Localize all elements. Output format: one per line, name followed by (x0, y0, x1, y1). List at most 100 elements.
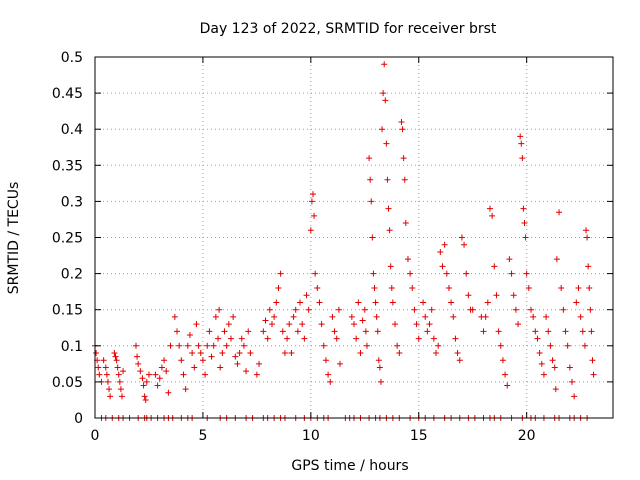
data-point (401, 176, 408, 183)
data-point (523, 270, 530, 277)
data-point (383, 140, 390, 147)
data-point (411, 306, 418, 313)
data-point (508, 270, 515, 277)
data-point (368, 198, 375, 205)
data-point (372, 299, 379, 306)
data-point (140, 382, 147, 389)
y-tick-label: 0.3 (61, 194, 83, 210)
data-point (590, 371, 597, 378)
data-point (312, 270, 319, 277)
chart-title: Day 123 of 2022, SRMTID for receiver brs… (200, 21, 497, 37)
data-point (363, 342, 370, 349)
data-point (361, 306, 368, 313)
data-point (137, 368, 144, 375)
data-point (357, 350, 364, 357)
data-point (171, 313, 178, 320)
data-point (469, 306, 476, 313)
data-point (452, 335, 459, 342)
data-point (522, 234, 529, 241)
data-point (156, 375, 163, 382)
data-point (549, 357, 556, 364)
data-point (583, 227, 590, 234)
data-point (450, 313, 457, 320)
data-point (114, 364, 121, 371)
data-point (560, 306, 567, 313)
data-point (435, 342, 442, 349)
data-point (536, 350, 543, 357)
data-point (353, 335, 360, 342)
data-point (521, 220, 528, 227)
data-point (445, 285, 452, 292)
data-point (382, 97, 389, 104)
data-point (381, 61, 388, 68)
data-point (327, 378, 334, 385)
data-point (316, 299, 323, 306)
data-point (502, 371, 509, 378)
data-point (433, 350, 440, 357)
data-point (290, 313, 297, 320)
data-point (262, 317, 269, 324)
data-point (142, 396, 149, 403)
data-point (307, 227, 314, 234)
data-point (208, 353, 215, 360)
data-point (212, 313, 219, 320)
data-point (510, 292, 517, 299)
data-point (392, 321, 399, 328)
data-point (178, 357, 185, 364)
data-point (376, 364, 383, 371)
data-point (584, 234, 591, 241)
data-point (232, 353, 239, 360)
data-point (530, 313, 537, 320)
data-point (384, 176, 391, 183)
data-point (303, 292, 310, 299)
data-point (275, 285, 282, 292)
data-point (93, 350, 100, 357)
data-point (458, 234, 465, 241)
data-point (486, 205, 493, 212)
data-point (286, 321, 293, 328)
data-point (266, 306, 273, 313)
data-point (396, 350, 403, 357)
data-point (400, 155, 407, 162)
data-point (519, 155, 526, 162)
data-point (117, 386, 124, 393)
y-tick-label: 0.35 (52, 158, 83, 174)
data-point (543, 313, 550, 320)
data-point (277, 270, 284, 277)
data-point (268, 321, 275, 328)
data-point (225, 321, 232, 328)
data-point (158, 364, 165, 371)
data-point (398, 118, 405, 125)
data-point (320, 342, 327, 349)
data-point (154, 382, 161, 389)
data-point (318, 321, 325, 328)
data-point (512, 306, 519, 313)
y-tick-label: 0.2 (61, 267, 83, 283)
data-point (184, 342, 191, 349)
data-point (480, 328, 487, 335)
data-point (380, 90, 387, 97)
data-point (299, 321, 306, 328)
data-point (217, 364, 224, 371)
data-point (579, 328, 586, 335)
data-point (189, 350, 196, 357)
data-point (336, 360, 343, 367)
data-point (504, 382, 511, 389)
data-point (385, 205, 392, 212)
data-point (370, 270, 377, 277)
data-point (163, 368, 170, 375)
data-point (454, 350, 461, 357)
data-point (165, 389, 172, 396)
data-point (234, 360, 241, 367)
data-point (586, 285, 593, 292)
data-point (389, 299, 396, 306)
data-point (399, 126, 406, 133)
data-point (366, 155, 373, 162)
data-point (367, 176, 374, 183)
data-point (96, 371, 103, 378)
data-point (95, 364, 102, 371)
data-point (575, 285, 582, 292)
data-point (532, 328, 539, 335)
data-point (182, 386, 189, 393)
data-point (520, 205, 527, 212)
